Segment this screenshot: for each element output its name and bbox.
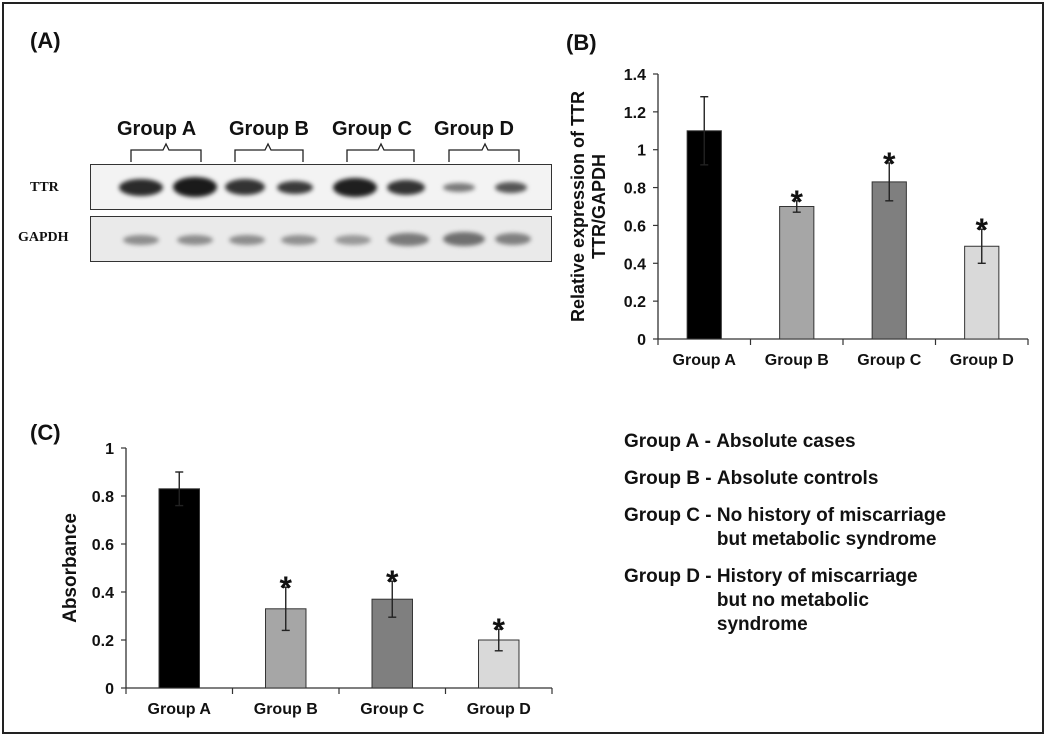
y-tick-label: 0.8 xyxy=(624,181,646,198)
y-axis-title: Relative expression of TTRTTR/GAPDH xyxy=(568,91,609,322)
legend-key: Group D xyxy=(624,566,700,587)
legend-item: Group C - No history of miscarriage but … xyxy=(624,504,1024,552)
y-tick-label: 0.2 xyxy=(624,294,646,311)
gapdh-band xyxy=(495,233,531,245)
y-tick-label: 0 xyxy=(637,332,646,349)
significance-marker: * xyxy=(791,184,804,220)
y-tick-label: 1 xyxy=(105,441,114,458)
panel-a-label: (A) xyxy=(30,28,61,53)
bracket xyxy=(448,142,520,162)
legend-separator: - xyxy=(699,431,717,452)
gapdh-band xyxy=(281,235,317,245)
bar xyxy=(158,488,200,689)
ttr-band xyxy=(277,181,313,194)
y-axis-title-line: Relative expression of TTR xyxy=(568,91,588,322)
ttr-band xyxy=(173,177,217,197)
panel-c-label: (C) xyxy=(30,420,61,445)
y-tick-label: 1.2 xyxy=(624,105,646,122)
bracket xyxy=(234,142,304,162)
x-category-label: Group B xyxy=(765,352,829,369)
gapdh-band xyxy=(443,232,485,246)
legend-description: Absolute cases xyxy=(716,431,856,452)
ttr-band xyxy=(443,183,475,192)
ttr-blot-strip xyxy=(90,164,552,210)
y-tick-label: 0.8 xyxy=(92,489,114,506)
y-tick-label: 0.4 xyxy=(92,585,114,602)
ttr-band xyxy=(119,179,163,196)
legend-item: Group A - Absolute cases xyxy=(624,430,1024,454)
y-tick-label: 0.6 xyxy=(92,537,114,554)
y-tick-label: 1 xyxy=(637,143,646,160)
legend-separator: - xyxy=(700,505,717,526)
group-legend: Group A - Absolute cases Group B - Absol… xyxy=(624,430,1024,650)
gapdh-band xyxy=(387,233,429,246)
legend-item: Group D - History of miscarriage but no … xyxy=(624,565,1024,637)
blot-group-label: Group C xyxy=(332,118,412,140)
gapdh-lane-label: GAPDH xyxy=(18,230,69,245)
legend-separator: - xyxy=(700,468,717,489)
bracket xyxy=(130,142,202,162)
legend-key: Group C xyxy=(624,505,700,526)
significance-marker: * xyxy=(883,146,896,182)
blot-group-label: Group A xyxy=(117,118,197,140)
legend-description: Absolute controls xyxy=(716,468,879,489)
y-axis-title-line: TTR/GAPDH xyxy=(589,154,609,259)
ttr-band xyxy=(495,182,527,193)
legend-description: No history of miscarriage but metabolic … xyxy=(716,505,947,550)
y-tick-label: 0 xyxy=(105,681,114,698)
y-tick-label: 0.4 xyxy=(624,256,646,273)
x-category-label: Group A xyxy=(673,352,737,369)
y-axis-title-line: Absorbance xyxy=(60,513,81,623)
gapdh-band xyxy=(177,235,213,245)
ttr-lane-label: TTR xyxy=(30,180,59,195)
y-axis-title: Absorbance xyxy=(60,513,81,623)
bracket xyxy=(346,142,415,162)
legend-item: Group B - Absolute controls xyxy=(624,467,1024,491)
y-tick-label: 0.2 xyxy=(92,633,114,650)
chart-c-absorbance: 0 0.2 0.4 0.6 0.8 1 Group A * Group B * Group C * Gr… xyxy=(60,441,553,718)
bar xyxy=(871,181,907,340)
x-category-label: Group C xyxy=(857,352,921,369)
ttr-band xyxy=(333,178,377,197)
blot-group-label: Group D xyxy=(434,118,514,140)
blot-group-label: Group B xyxy=(229,118,309,140)
legend-separator: - xyxy=(700,566,717,587)
ttr-band xyxy=(387,180,425,195)
gapdh-band xyxy=(335,235,371,245)
significance-marker: * xyxy=(976,212,989,248)
legend-key: Group B xyxy=(624,468,700,489)
bar xyxy=(779,206,815,340)
significance-marker: * xyxy=(280,570,293,606)
panel-b-label: (B) xyxy=(566,30,597,55)
x-category-label: Group B xyxy=(254,701,318,718)
legend-description: History of miscarriage but no metabolic … xyxy=(716,566,918,635)
significance-marker: * xyxy=(493,612,506,648)
x-category-label: Group D xyxy=(467,701,531,718)
group-brackets xyxy=(130,142,520,162)
x-category-label: Group A xyxy=(148,701,212,718)
legend-key: Group A xyxy=(624,431,700,452)
x-category-label: Group D xyxy=(950,352,1014,369)
y-tick-label: 0.6 xyxy=(624,218,646,235)
gapdh-band xyxy=(123,235,159,245)
western-blot-panel: Group A Group B Group C Group D TTR GAPD… xyxy=(0,0,560,300)
gapdh-band xyxy=(229,235,265,245)
x-category-label: Group C xyxy=(360,701,424,718)
gapdh-blot-strip xyxy=(90,216,552,262)
ttr-band xyxy=(225,179,265,195)
y-tick-label: 1.4 xyxy=(624,67,646,84)
chart-b-ttr-expression: 0 0.2 0.4 0.6 0.8 1 1.2 1.4 Group A * Group B * Grou… xyxy=(568,67,1029,369)
significance-marker: * xyxy=(386,564,399,600)
